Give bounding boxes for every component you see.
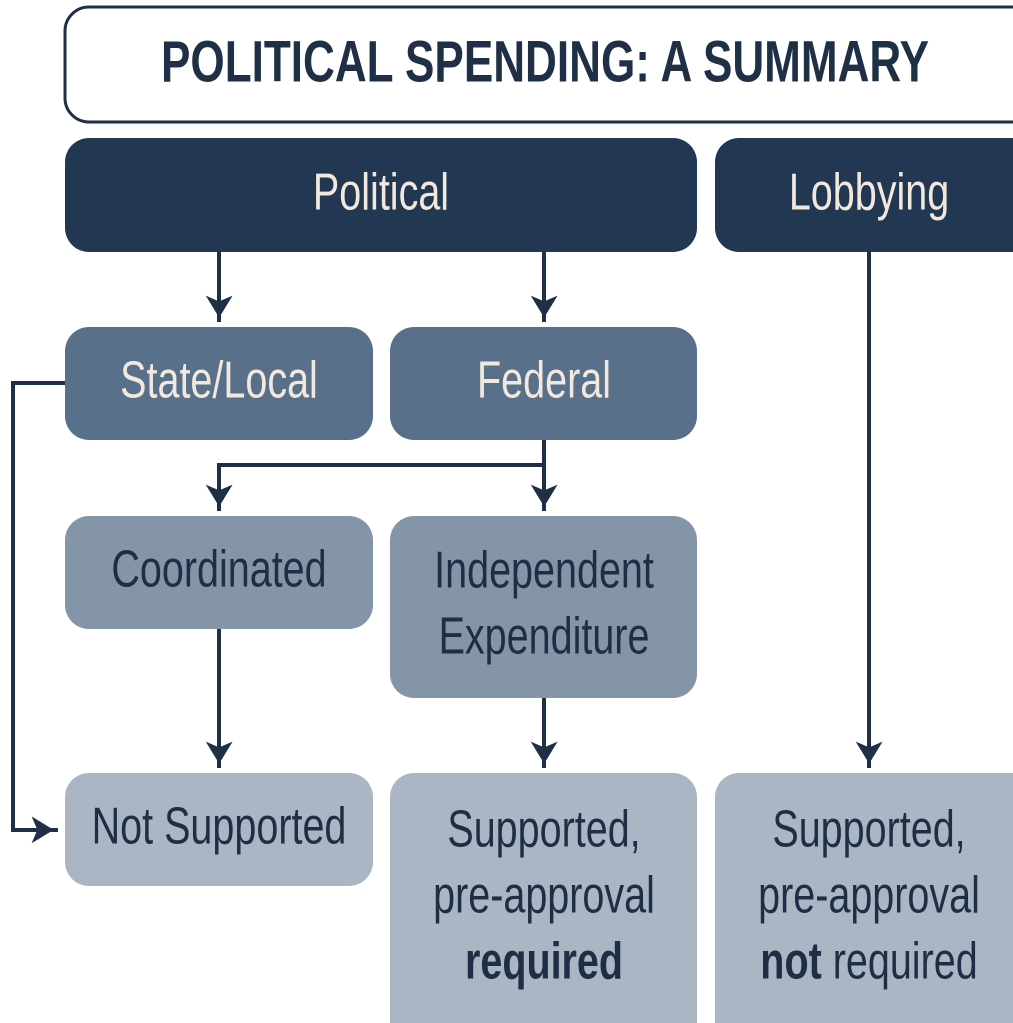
- label-line: Supported,: [447, 799, 640, 858]
- label-line: Not Supported: [92, 796, 347, 855]
- arrows: [11, 252, 883, 844]
- label-text: State/Local: [120, 350, 318, 409]
- label-line: not required: [760, 931, 977, 990]
- node-box: [65, 516, 373, 629]
- label-text: Supported,: [772, 799, 965, 858]
- label-text: required: [465, 931, 623, 990]
- node-label: Supported, pre-approval required: [433, 799, 655, 990]
- node-label: Independent Expenditure: [434, 540, 654, 665]
- title-box: [63, 5, 1013, 124]
- label-text: Independent: [434, 540, 654, 599]
- label-line: Independent: [434, 540, 654, 599]
- node-label: Coordinated: [111, 539, 326, 598]
- node-label: Political: [313, 162, 449, 221]
- node-box: [390, 773, 697, 1023]
- label-text: Not Supported: [92, 796, 347, 855]
- label-line: Expenditure: [439, 606, 650, 665]
- arrow: [11, 381, 65, 844]
- label-text: Lobbying: [789, 162, 949, 221]
- node-box: [65, 138, 697, 252]
- label-line: Coordinated: [111, 539, 326, 598]
- node-box: [390, 327, 697, 440]
- label-text: Supported,: [447, 799, 640, 858]
- label-line: required: [465, 931, 623, 990]
- label-text: pre-approval: [758, 865, 980, 924]
- label-line: State/Local: [120, 350, 318, 409]
- label-text: not: [760, 931, 821, 990]
- label-line: pre-approval: [758, 865, 980, 924]
- node-box: [65, 773, 373, 886]
- label-line: Federal: [477, 350, 611, 409]
- node-label: Not Supported: [92, 796, 347, 855]
- node-box: [390, 516, 697, 698]
- node-label: Federal: [477, 350, 611, 409]
- node-box: [715, 773, 1013, 1023]
- arrow: [205, 440, 546, 511]
- label-text: pre-approval: [433, 865, 655, 924]
- label-line: Political: [313, 162, 449, 221]
- node-label: Supported, pre-approval not required: [758, 799, 980, 990]
- label-line: pre-approval: [433, 865, 655, 924]
- label-line: Lobbying: [789, 162, 949, 221]
- label-text: Expenditure: [439, 606, 650, 665]
- title: POLITICAL SPENDING: A SUMMARY: [161, 28, 929, 93]
- label-text: Federal: [477, 350, 611, 409]
- node-box: [65, 327, 373, 440]
- node-label: Lobbying: [789, 162, 949, 221]
- label-text: required: [822, 931, 978, 990]
- node-box: [715, 138, 1013, 252]
- label-text: Political: [313, 162, 449, 221]
- node-label: State/Local: [120, 350, 318, 409]
- label-line: Supported,: [772, 799, 965, 858]
- label-text: Coordinated: [111, 539, 326, 598]
